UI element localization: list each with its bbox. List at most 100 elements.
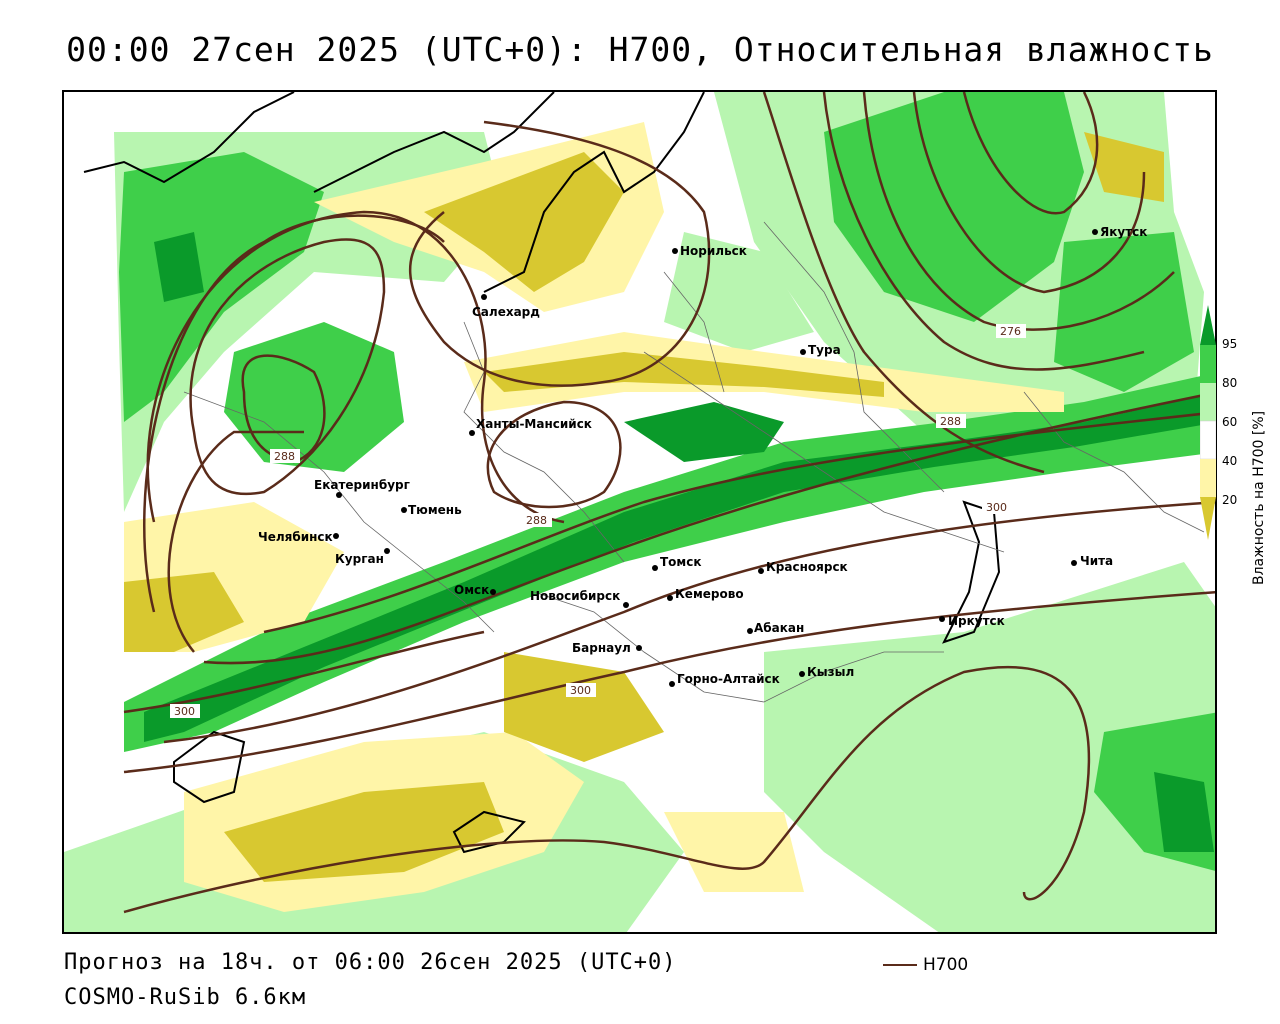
cities: Норильск Якутск Салехард Тура Ханты-Манс…	[258, 225, 1147, 687]
city-label: Барнаул	[572, 641, 631, 655]
map-title: 00:00 27сен 2025 (UTC+0): H700, Относите…	[66, 30, 1214, 69]
h700-contour	[762, 92, 1045, 474]
contour-label: 288	[940, 415, 961, 428]
contour-label: 300	[174, 705, 195, 718]
legend-label: H700	[923, 955, 969, 975]
h700-contour	[163, 501, 1215, 744]
h700-contour	[123, 665, 1091, 914]
city-marker	[652, 565, 658, 571]
city-label: Ханты-Мансийск	[476, 417, 592, 431]
forecast-info: Прогноз на 18ч. от 06:00 26сен 2025 (UTC…	[64, 950, 677, 975]
city-marker	[384, 548, 390, 554]
h700-contour	[123, 630, 485, 714]
humidity-area-wet	[824, 92, 1084, 322]
contour-label: 300	[986, 501, 1007, 514]
city-marker	[336, 492, 342, 498]
humidity-area-very-dry	[504, 652, 664, 762]
city-marker	[481, 294, 487, 300]
colorbar-title: Влажность на H700 [%]	[1251, 410, 1267, 585]
humidity-area-very-wet	[1154, 772, 1214, 852]
humidity-area-wet	[224, 322, 404, 472]
coastline	[173, 730, 246, 804]
humidity-area-very-wet	[624, 402, 784, 462]
humidity-fields	[64, 92, 1215, 932]
h700-contour	[862, 92, 1175, 331]
colorbar-tick: 40	[1222, 454, 1238, 468]
humidity-band-very-wet	[144, 392, 1215, 742]
humidity-area-very-dry	[224, 782, 504, 882]
city-marker	[800, 349, 806, 355]
city-label: Тюмень	[408, 503, 462, 517]
h700-contour	[822, 92, 1145, 371]
h700-contour	[143, 214, 445, 613]
city-marker	[939, 616, 945, 622]
h700-contour	[409, 120, 711, 387]
humidity-area-very-dry	[484, 352, 884, 397]
humidity-area-dry	[664, 812, 804, 892]
contour-label-group: 276 288 288 288 300 300 300	[170, 324, 1026, 718]
colorbar-tick: 80	[1222, 376, 1238, 390]
city-marker	[747, 628, 753, 634]
humidity-area-very-wet	[154, 232, 204, 302]
city-label: Кемерово	[675, 587, 744, 601]
h700-contour	[241, 354, 326, 464]
city-label: Томск	[660, 555, 702, 569]
h700-contour	[123, 591, 1215, 774]
humidity-colorbar	[1200, 305, 1216, 540]
city-label: Новосибирск	[530, 589, 620, 603]
h700-contour	[912, 92, 1146, 294]
h700-contour	[146, 210, 565, 524]
humidity-band-wet	[124, 372, 1215, 752]
city-label: Чита	[1080, 554, 1113, 568]
city-marker	[667, 595, 673, 601]
city-marker	[758, 568, 764, 574]
contour-label: 276	[1000, 325, 1021, 338]
city-label: Тура	[808, 343, 841, 357]
coastline	[483, 92, 705, 293]
h700-contour	[962, 92, 1099, 215]
city-label: Норильск	[680, 244, 747, 258]
city-marker	[490, 589, 496, 595]
city-marker	[333, 533, 339, 539]
city-label: Якутск	[1100, 225, 1147, 239]
contour-label: 288	[526, 514, 547, 527]
humidity-area-very-dry	[424, 152, 624, 292]
city-marker	[672, 248, 678, 254]
h700-contour	[203, 391, 1215, 665]
colorbar-tick: 60	[1222, 415, 1238, 429]
h700-contour	[486, 400, 622, 509]
city-marker	[1071, 560, 1077, 566]
city-label: Салехард	[472, 305, 540, 319]
city-label: Кызыл	[807, 665, 854, 679]
city-marker	[799, 671, 805, 677]
h700-contour	[167, 430, 304, 653]
city-label: Екатеринбург	[314, 478, 410, 492]
city-label: Абакан	[754, 621, 804, 635]
colorbar-tick: 95	[1222, 337, 1238, 351]
city-label: Курган	[335, 552, 384, 566]
h700-contour	[263, 411, 1215, 634]
city-marker	[669, 681, 675, 687]
city-marker	[636, 645, 642, 651]
city-marker	[1092, 229, 1098, 235]
colorbar-tick: 20	[1222, 493, 1238, 507]
coastline	[313, 92, 555, 193]
contour-label: 288	[274, 450, 295, 463]
city-label: Омск	[454, 583, 489, 597]
contour-legend: H700	[883, 955, 968, 975]
map-canvas: 276 288 288 288 300 300 300 Норильск Яку…	[64, 92, 1215, 932]
h700-contours	[123, 92, 1215, 914]
coastline	[452, 810, 526, 854]
humidity-area-wet	[1054, 232, 1194, 392]
contour-label: 300	[570, 684, 591, 697]
legend-line-swatch	[883, 964, 917, 966]
city-marker	[401, 507, 407, 513]
coastline	[83, 92, 295, 184]
h700-contour	[189, 238, 386, 496]
city-label: Красноярск	[766, 560, 848, 574]
city-marker	[623, 602, 629, 608]
map-area: 276 288 288 288 300 300 300 Норильск Яку…	[62, 90, 1217, 934]
city-label: Челябинск	[258, 530, 333, 544]
city-marker	[469, 430, 475, 436]
model-name: COSMO-RuSib 6.6км	[64, 985, 307, 1010]
